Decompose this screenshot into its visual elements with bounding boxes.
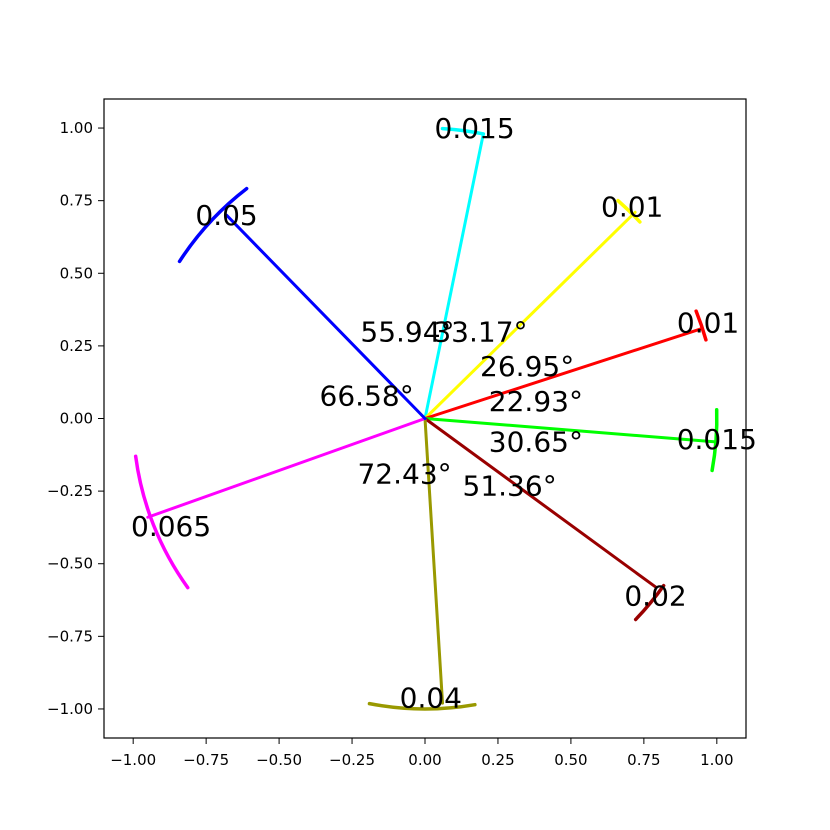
x-tick-label-0: −1.00: [110, 751, 156, 769]
arc-2: [694, 309, 708, 342]
angle-label-2: 26.95°: [480, 350, 574, 383]
x-tick-label-2: −0.50: [256, 751, 302, 769]
ray-0: [423, 132, 485, 420]
x-tick-label-4: 0.00: [408, 751, 441, 769]
arc-label-7: 0.05: [195, 199, 257, 232]
arc-6: [133, 454, 190, 590]
ray-5: [423, 417, 445, 705]
y-tick-label-1: 0.75: [60, 192, 93, 210]
y-tick-label-8: −1.00: [47, 700, 93, 718]
ray-1: [423, 210, 637, 420]
ray-2: [423, 326, 704, 420]
ray-4: [423, 417, 658, 589]
x-tick-label-7: 0.75: [627, 751, 660, 769]
arc-label-4: 0.02: [624, 580, 686, 613]
y-tick-label-2: 0.50: [60, 264, 93, 282]
y-tick-label-7: −0.75: [47, 627, 93, 645]
y-tick-label-4: 0.00: [60, 410, 93, 428]
rays-layer: [133, 126, 719, 711]
arc-label-3: 0.015: [677, 423, 757, 456]
arc-label-2: 0.01: [677, 307, 739, 340]
angle-label-5: 30.65°: [489, 426, 583, 459]
arc-7: [177, 186, 249, 264]
y-tick-label-0: 1.00: [60, 119, 93, 137]
angle-label-7: 51.36°: [463, 469, 557, 502]
angle-label-3: 22.93°: [489, 385, 583, 418]
y-tick-label-5: −0.25: [47, 482, 93, 500]
arc-5: [367, 701, 477, 711]
x-tick-label-5: 0.25: [481, 751, 514, 769]
arc-label-5: 0.04: [400, 681, 462, 714]
ray-3: [423, 417, 716, 444]
angle-label-0: 55.94°: [360, 315, 454, 348]
x-tick-label-8: 1.00: [700, 751, 733, 769]
y-tick-label-6: −0.50: [47, 555, 93, 573]
x-tick-label-3: −0.25: [329, 751, 375, 769]
axes-layer: −1.00 −0.75 −0.50 −0.25 0.00 0.25 0.50 0.75 1.00…: [47, 119, 733, 769]
text-layer: 0.015 0.01 0.01 0.015 0.02 0.04 0.065 0.05 55.94…: [131, 112, 757, 714]
arc-label-6: 0.065: [131, 510, 211, 543]
arc-0: [440, 126, 486, 136]
x-tick-label-6: 0.50: [554, 751, 587, 769]
arc-label-1: 0.01: [601, 190, 663, 223]
angle-label-4: 66.58°: [320, 379, 414, 412]
arc-1: [616, 198, 642, 224]
angle-label-6: 72.43°: [357, 458, 451, 491]
arc-4: [633, 583, 666, 622]
ray-6: [146, 417, 427, 519]
arc-3: [710, 408, 719, 473]
arc-label-0: 0.015: [435, 112, 515, 145]
angle-label-1: 33.17°: [433, 315, 527, 348]
x-tick-label-1: −0.75: [183, 751, 229, 769]
y-tick-label-3: 0.25: [60, 337, 93, 355]
ray-7: [225, 213, 427, 420]
